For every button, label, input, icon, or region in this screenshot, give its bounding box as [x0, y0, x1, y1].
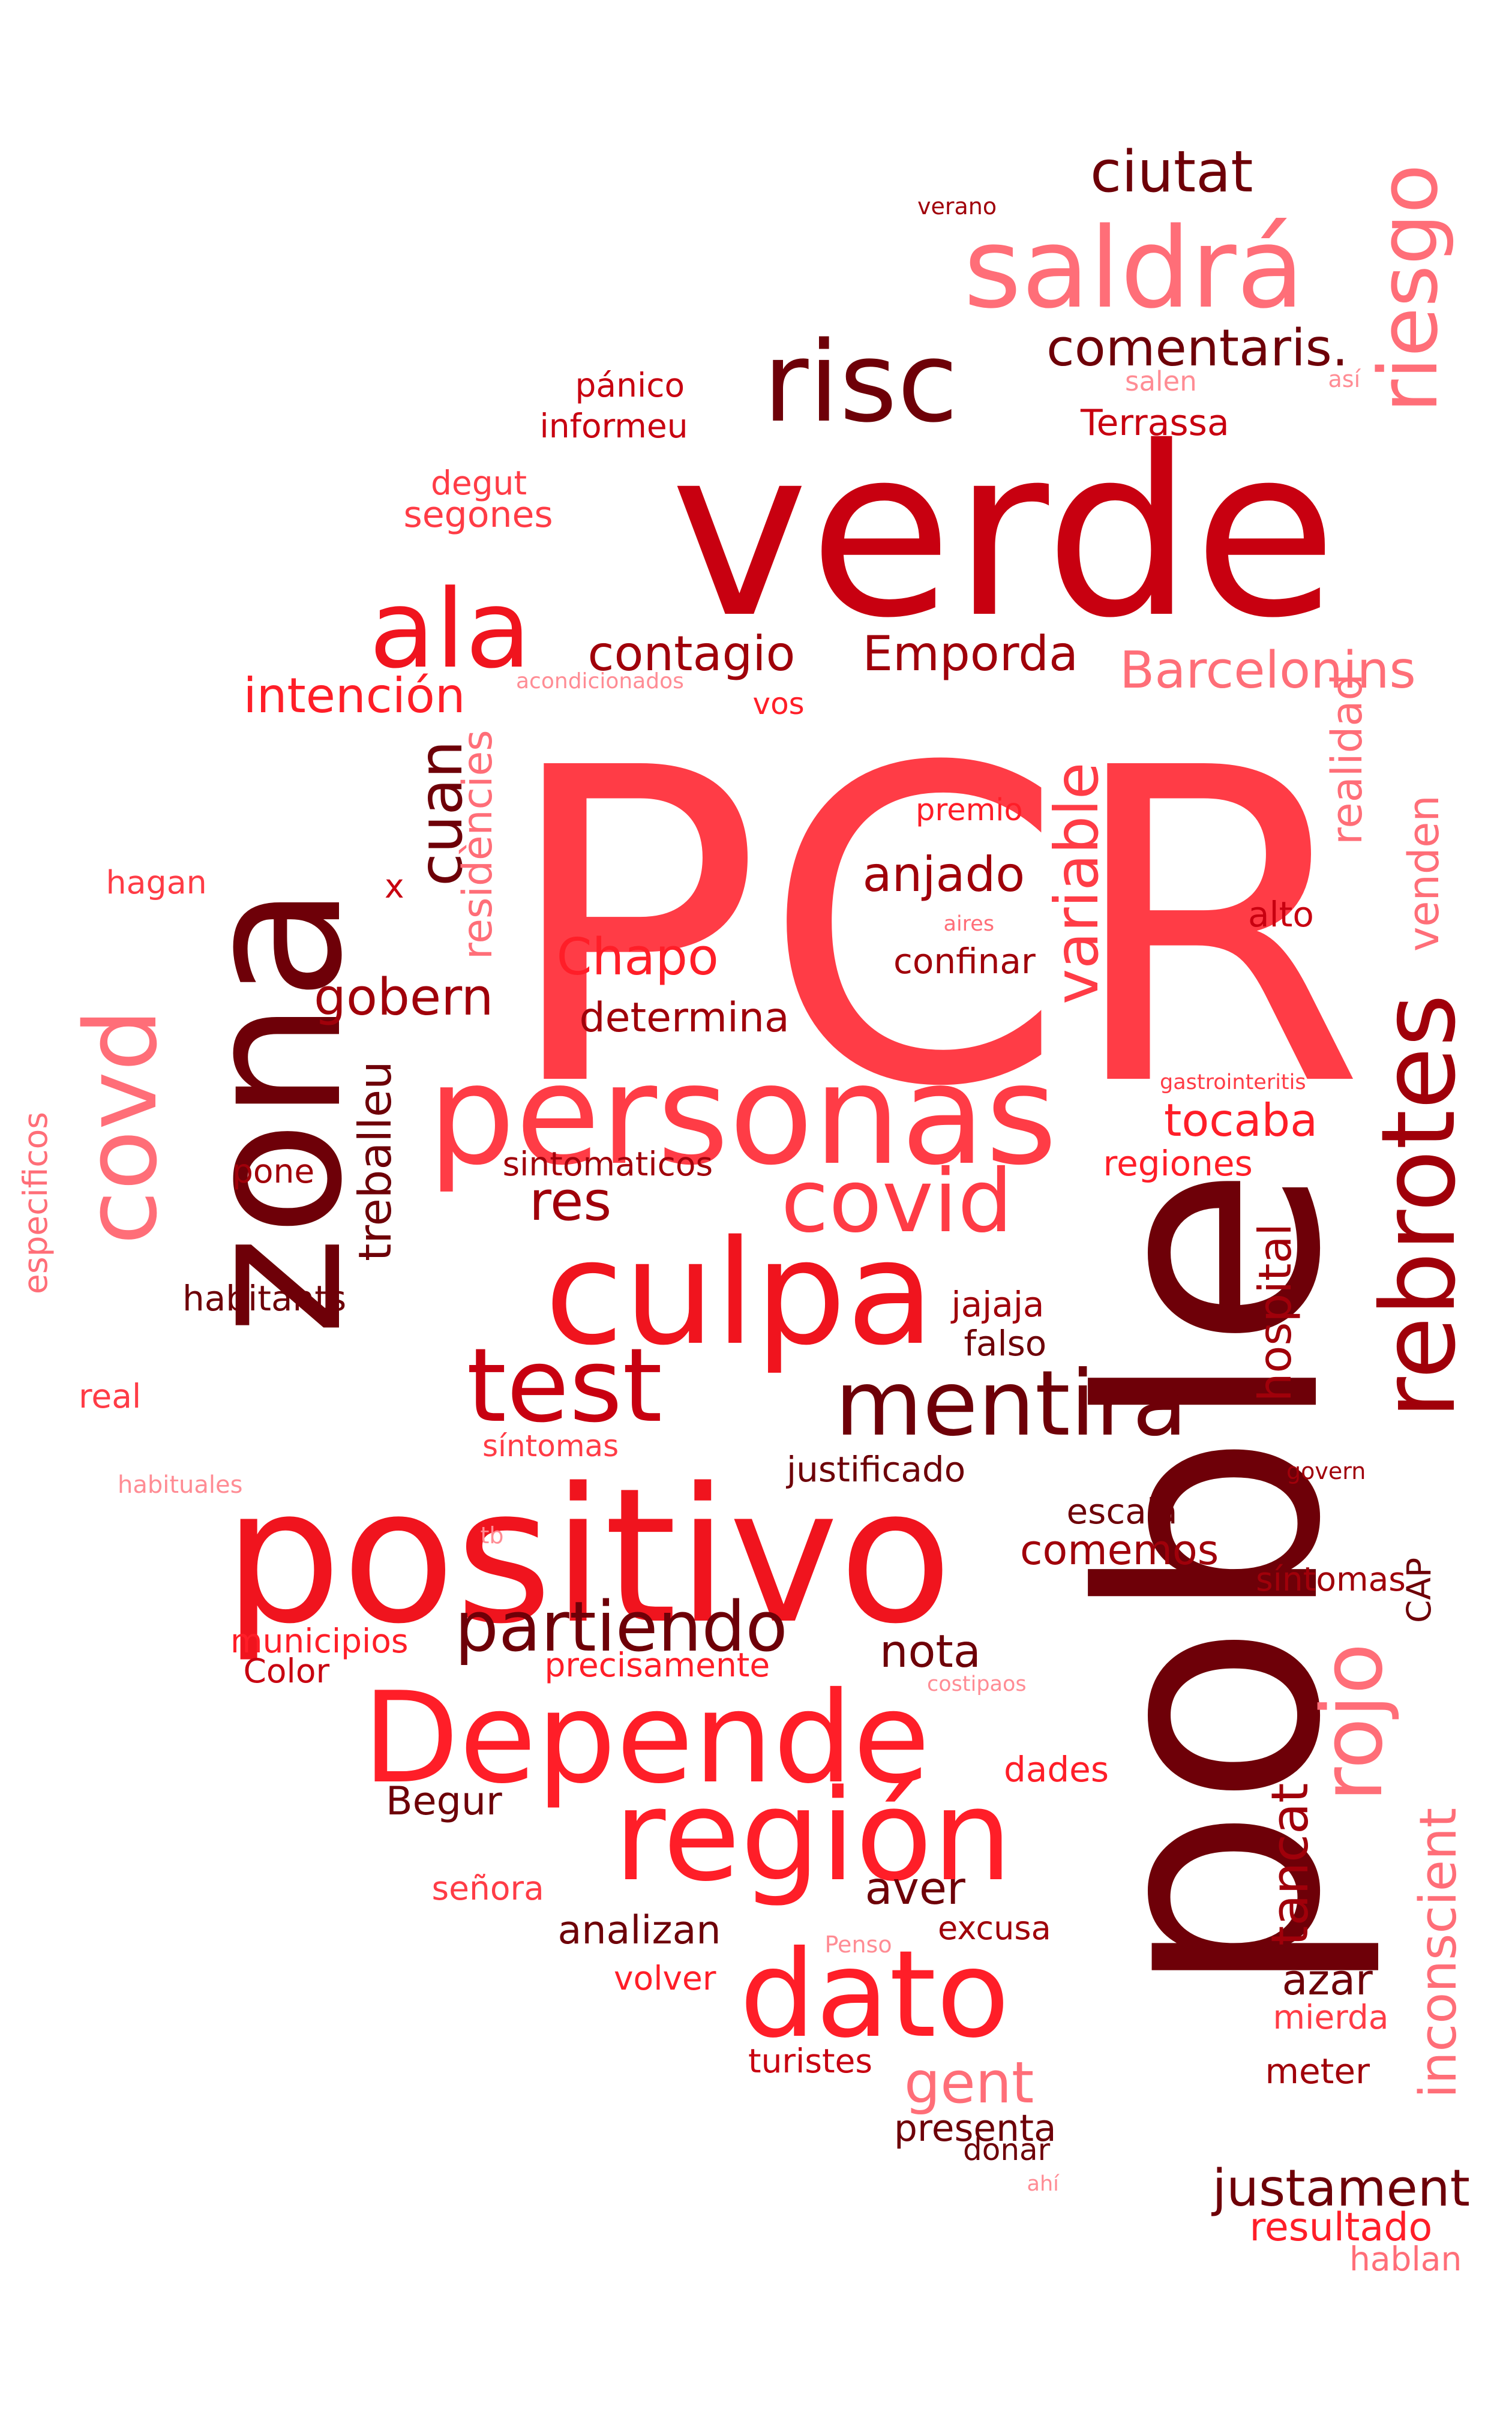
word-turistes: turistes — [748, 2042, 873, 2080]
word-precisamente: precisamente — [544, 1646, 770, 1684]
word-covid: covid — [781, 1151, 1013, 1252]
word-aver: aver — [865, 1862, 965, 1915]
word-penso: Penso — [824, 1931, 892, 1958]
word-begur: Begur — [386, 1779, 502, 1824]
word-contagio: contagio — [587, 626, 796, 682]
word-mentira: mentira — [835, 1352, 1188, 1456]
word-personas: personas — [428, 1036, 1058, 1196]
word-degut: degut — [431, 464, 527, 502]
word-govern: govern — [1286, 1458, 1366, 1484]
word-sintomaticos: sintomaticos — [502, 1145, 713, 1183]
word-vos: vos — [752, 686, 805, 721]
word-resultado: resultado — [1249, 2205, 1433, 2250]
word-intencion: intención — [243, 668, 466, 724]
word-especificos: especificos — [16, 1112, 55, 1294]
word-informeu: informeu — [539, 407, 688, 445]
word-comemos: comemos — [1020, 1527, 1219, 1574]
word-test: test — [466, 1327, 662, 1445]
word-realidad: realidad — [1322, 673, 1372, 845]
word-justament: justament — [1212, 2159, 1470, 2218]
word-municipios: municipios — [230, 1622, 409, 1660]
word-senora: señora — [431, 1869, 544, 1907]
word-acondicionados: acondicionados — [516, 669, 684, 694]
word-costipaos: costipaos — [927, 1672, 1027, 1696]
word-sintomas: síntomas — [482, 1429, 619, 1463]
word-jajaja: jajaja — [951, 1284, 1045, 1325]
word-tb: tb — [480, 1522, 504, 1549]
word-riesgo: riesgo — [1361, 163, 1456, 413]
word-dades: dades — [1004, 1749, 1109, 1790]
word-barcelonins: Barcelonins — [1120, 641, 1416, 700]
word-variable: variable — [1042, 762, 1112, 1004]
word-salen: salen — [1125, 365, 1197, 397]
word-anjado: anjado — [862, 847, 1025, 902]
word-rojo: rojo — [1304, 1642, 1402, 1802]
word-tocaba: tocaba — [1164, 1094, 1318, 1147]
word-cap: CAP — [1400, 1557, 1438, 1623]
word-excusa: excusa — [938, 1909, 1051, 1947]
word-analizan: analizan — [557, 1908, 721, 1953]
word-saldra: saldrá — [964, 203, 1305, 333]
word-treballeu: treballeu — [349, 1061, 401, 1261]
word-azar: azar — [1282, 1955, 1373, 2005]
word-gastrointeritis: gastrointeritis — [1160, 1070, 1306, 1094]
word-pcr: PCR — [501, 677, 1366, 1181]
word-aires: aires — [943, 912, 995, 936]
word-hablan: hablan — [1349, 2240, 1462, 2278]
word-culpa: culpa — [544, 1209, 935, 1377]
word-habituales: habituales — [118, 1471, 243, 1499]
word-falso: falso — [964, 1323, 1047, 1364]
word-sintomas: síntomas — [1256, 1560, 1406, 1598]
word-comentaris: comentaris. — [1046, 319, 1348, 378]
word-venden: venden — [1399, 794, 1448, 952]
word-risc: risc — [763, 317, 959, 447]
word-positivo: positivo — [223, 1448, 953, 1665]
word-escala: escala — [1066, 1491, 1178, 1532]
word-rebrotes: rebrotes — [1360, 993, 1478, 1419]
word-partiendo: partiendo — [455, 1587, 788, 1667]
word-color: Color — [243, 1652, 330, 1690]
word-meter: meter — [1265, 2051, 1370, 2092]
word-res: res — [529, 1170, 612, 1233]
word-terrassa: Terrassa — [1081, 402, 1229, 444]
word-volver: volver — [614, 1959, 716, 1997]
word-premio: premio — [916, 793, 1023, 828]
word-pone: pone — [232, 1152, 315, 1190]
word-hagan: hagan — [106, 863, 207, 901]
word-gobern: gobern — [314, 968, 494, 1027]
word-confinar: confinar — [893, 941, 1036, 982]
word-segones: segones — [403, 494, 553, 536]
word-mierda: mierda — [1273, 1998, 1389, 2036]
word-alto: alto — [1248, 894, 1314, 935]
word-residencies: residències — [453, 730, 501, 960]
word-verano: verano — [917, 193, 997, 220]
word-regiones: regiones — [1103, 1143, 1253, 1184]
word-x: x — [385, 867, 404, 905]
word-verde: verde — [670, 397, 1337, 669]
word-real: real — [79, 1377, 142, 1415]
word-tancat: tancat — [1261, 1783, 1320, 1946]
word-justificado: justificado — [787, 1449, 966, 1490]
word-hospital: hospital — [1249, 1223, 1301, 1402]
word-dato: dato — [739, 1925, 1010, 2065]
word-zona: zona — [164, 884, 384, 1336]
word-determina: determina — [579, 994, 790, 1042]
word-covd: covd — [64, 1008, 179, 1245]
word-gent: gent — [904, 2050, 1034, 2116]
word-panico: pánico — [575, 366, 685, 404]
word-donar: donar — [963, 2132, 1051, 2167]
word-habitants: habitants — [182, 1278, 347, 1319]
word-region: región — [614, 1762, 1013, 1909]
word-inconscient: inconscient — [1409, 1807, 1468, 2098]
word-ahi: ahí — [1027, 2172, 1059, 2196]
word-emporda: Emporda — [862, 626, 1079, 682]
word-ala: ala — [369, 567, 532, 692]
word-presenta: presenta — [894, 2107, 1057, 2150]
word-asi: así — [1328, 366, 1361, 392]
word-depende: Depende — [362, 1666, 931, 1811]
word-nota: nota — [880, 1625, 981, 1678]
word-chapo: Chapo — [556, 927, 719, 986]
word-ciutat: ciutat — [1090, 139, 1253, 205]
